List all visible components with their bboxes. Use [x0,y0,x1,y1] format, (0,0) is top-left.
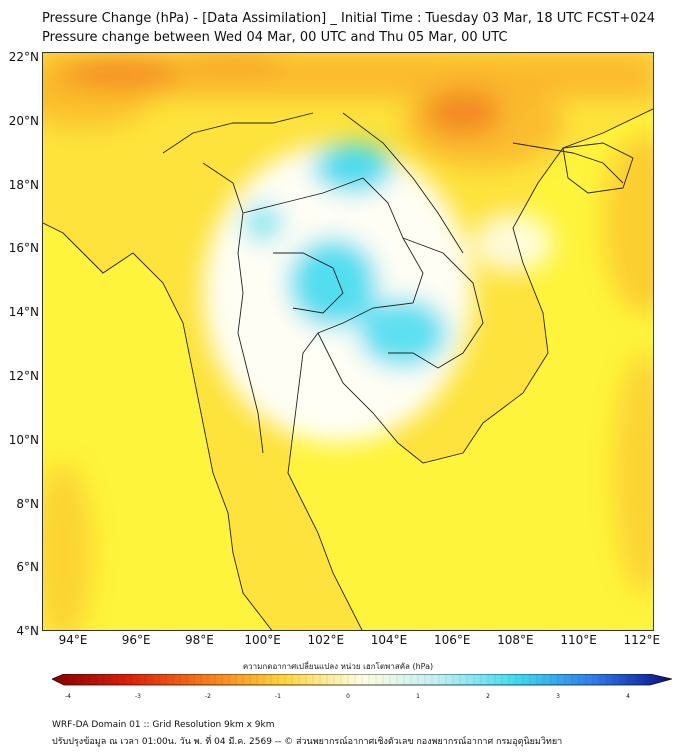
chart-title: Pressure Change (hPa) - [Data Assimilati… [42,11,656,26]
longitude-label: 104°E [370,633,408,647]
longitude-label: 110°E [560,633,597,647]
longitude-label: 112°E [623,633,661,647]
latitude-label: 20°N [8,113,39,128]
map-canvas [43,53,653,630]
colorbar-tick-label: 3 [556,693,560,700]
footer-update-info: ปรับปรุงข้อมูล ณ เวลา 01:00น. วัน พ. ที่… [52,737,563,747]
latitude-label: 18°N [8,177,39,192]
latitude-label: 16°N [8,241,39,256]
colorbar-tick-label: -1 [275,693,281,700]
pressure-map [42,52,654,631]
colorbar-tick-label: 0 [346,693,350,700]
latitude-label: 10°N [8,432,39,447]
latitude-label: 4°N [16,624,39,639]
chart-subtitle: Pressure change between Wed 04 Mar, 00 U… [42,30,508,45]
colorbar-label: ความกดอากาศเปลี่ยนแปลง หน่วย เฮกโตพาสคัล… [242,662,434,671]
colorbar-tick-label: -3 [135,693,141,700]
latitude-label: 14°N [8,305,39,320]
latitude-label: 6°N [16,560,39,575]
longitude-label: 96°E [121,633,151,647]
longitude-label: 102°E [307,633,345,647]
latitude-label: 8°N [16,496,39,511]
longitude-label: 108°E [497,633,534,647]
latitude-label: 22°N [8,50,39,64]
longitude-label: 98°E [184,633,214,647]
low-pressure-field [203,143,553,443]
colorbar-tick-label: 1 [416,693,420,700]
colorbar-tick-label: 4 [626,693,630,700]
colorbar-tick-label: 2 [486,693,490,700]
longitude-label: 100°E [244,633,281,647]
latitude-label: 12°N [8,369,39,383]
colorbar-bar [52,674,672,686]
colorbar-ticks [67,674,629,685]
longitude-label: 94°E [58,633,88,647]
colorbar [52,674,672,686]
footer-model-info: WRF-DA Domain 01 :: Grid Resolution 9km … [52,720,275,730]
country-borders [43,108,653,630]
colorbar-tick-label: -2 [205,693,211,700]
longitude-label: 106°E [433,633,471,647]
colorbar-tick-label: -4 [65,693,71,700]
